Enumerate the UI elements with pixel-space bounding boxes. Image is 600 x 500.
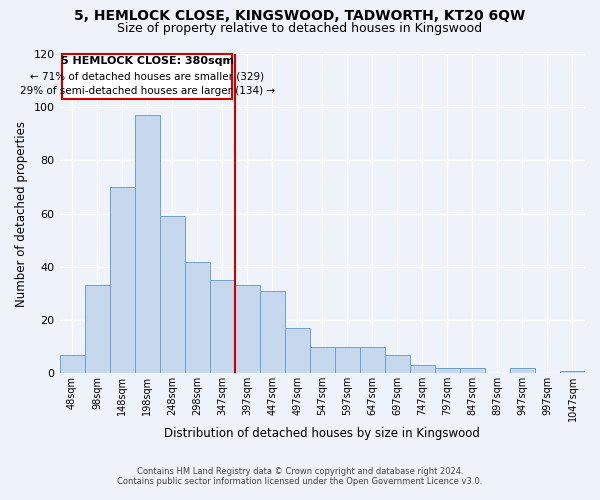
Bar [260, 291, 285, 374]
Bar [185, 262, 209, 374]
Bar [134, 115, 160, 374]
Bar [335, 346, 360, 374]
Bar [59, 354, 85, 374]
Bar [209, 280, 235, 374]
Bar [110, 187, 134, 374]
Text: Contains HM Land Registry data © Crown copyright and database right 2024.: Contains HM Land Registry data © Crown c… [137, 467, 463, 476]
Bar [160, 216, 185, 374]
Bar [235, 286, 260, 374]
Text: 5, HEMLOCK CLOSE, KINGSWOOD, TADWORTH, KT20 6QW: 5, HEMLOCK CLOSE, KINGSWOOD, TADWORTH, K… [74, 9, 526, 23]
Bar [510, 368, 535, 374]
Text: ← 71% of detached houses are smaller (329): ← 71% of detached houses are smaller (32… [30, 72, 264, 82]
X-axis label: Distribution of detached houses by size in Kingswood: Distribution of detached houses by size … [164, 427, 480, 440]
Bar [410, 366, 435, 374]
Bar [285, 328, 310, 374]
Text: 29% of semi-detached houses are larger (134) →: 29% of semi-detached houses are larger (… [20, 86, 275, 96]
Text: Contains public sector information licensed under the Open Government Licence v3: Contains public sector information licen… [118, 477, 482, 486]
Bar [310, 346, 335, 374]
Y-axis label: Number of detached properties: Number of detached properties [15, 120, 28, 306]
Bar [460, 368, 485, 374]
Bar [560, 370, 585, 374]
Bar [360, 346, 385, 374]
Bar [85, 286, 110, 374]
Text: Size of property relative to detached houses in Kingswood: Size of property relative to detached ho… [118, 22, 482, 35]
Bar [385, 354, 410, 374]
Text: 5 HEMLOCK CLOSE: 380sqm: 5 HEMLOCK CLOSE: 380sqm [61, 56, 233, 66]
Bar [435, 368, 460, 374]
